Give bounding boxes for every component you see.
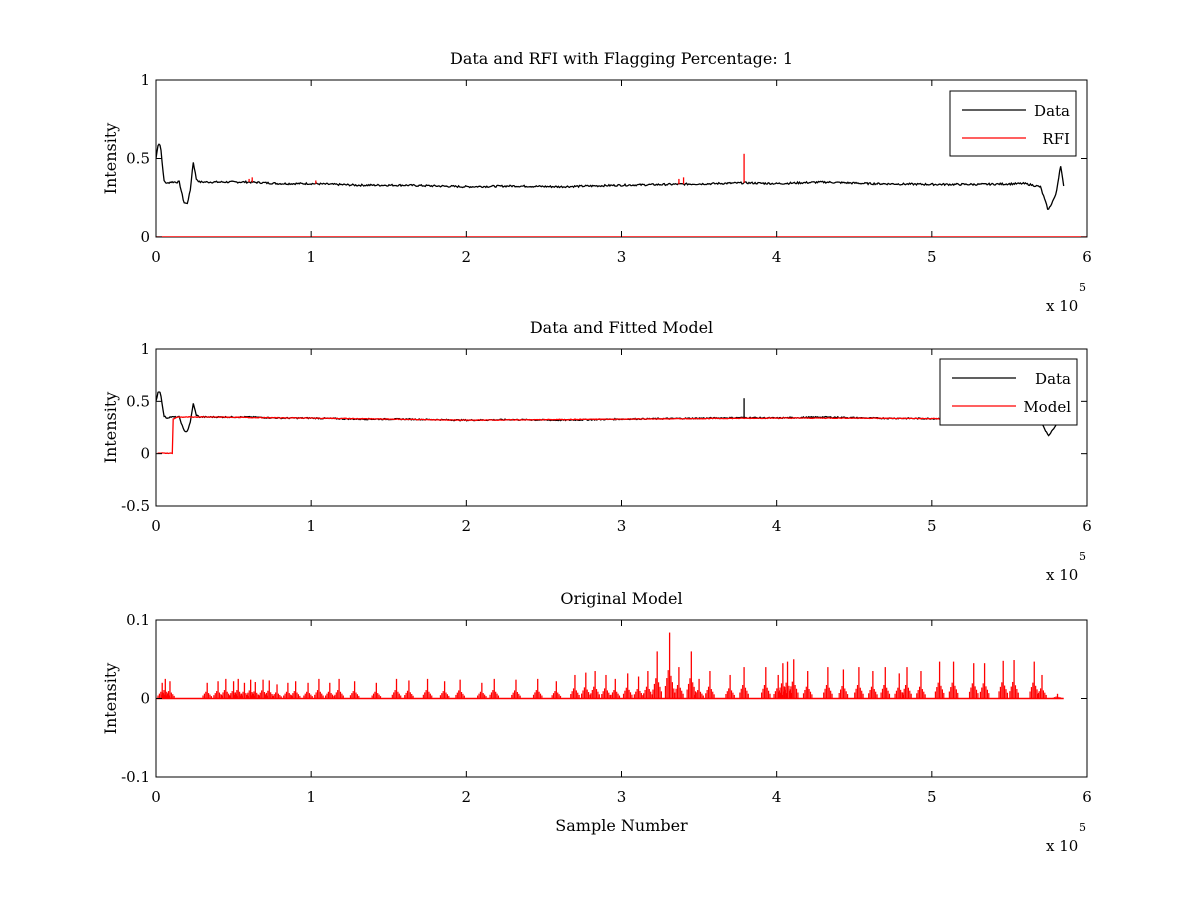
- x-tick-label: 5: [927, 248, 937, 266]
- y-axis-label: Intensity: [101, 392, 120, 464]
- x-tick-label: 3: [617, 248, 627, 266]
- x-tick-label: 5: [927, 788, 937, 806]
- x-tick-label: 0: [151, 788, 161, 806]
- x-tick-label: 4: [772, 248, 782, 266]
- x-multiplier-exponent: 5: [1079, 550, 1086, 563]
- y-axis-label: Intensity: [101, 123, 120, 195]
- data-series-line: [156, 143, 1065, 210]
- y-tick-label: 0.1: [126, 611, 150, 629]
- x-tick-label: 4: [772, 517, 782, 535]
- y-tick-label: 1: [140, 340, 150, 358]
- x-multiplier-label: x 10: [1046, 297, 1078, 315]
- x-multiplier-exponent: 5: [1079, 821, 1086, 834]
- x-tick-label: 4: [772, 788, 782, 806]
- y-tick-label: 1: [140, 71, 150, 89]
- x-tick-label: 1: [306, 517, 316, 535]
- y-tick-label: 0.5: [126, 150, 150, 168]
- y-tick-label: 0: [140, 690, 150, 708]
- legend-box: [949, 90, 1077, 157]
- legend: Data Model: [939, 358, 1078, 426]
- model-series-line: [157, 416, 1041, 455]
- plot-area: [155, 79, 1088, 238]
- x-tick-label: 3: [617, 517, 627, 535]
- series-layer: [156, 391, 1065, 455]
- y-tick-label: 0: [140, 228, 150, 246]
- x-tick-label: 6: [1082, 248, 1092, 266]
- x-multiplier-label: x 10: [1046, 837, 1078, 855]
- legend-label: Model: [1023, 398, 1071, 416]
- y-tick-label: 0: [140, 445, 150, 463]
- legend-label: Data: [1034, 102, 1070, 120]
- x-multiplier-exponent: 5: [1079, 281, 1086, 294]
- x-axis-label: Sample Number: [555, 816, 688, 835]
- y-tick-label: -0.5: [121, 497, 150, 515]
- x-multiplier-label: x 10: [1046, 566, 1078, 584]
- series-layer: [156, 143, 1087, 237]
- x-tick-label: 6: [1082, 788, 1092, 806]
- x-tick-label: 1: [306, 788, 316, 806]
- chart-title: Data and Fitted Model: [530, 318, 713, 337]
- legend: Data RFI: [949, 90, 1077, 157]
- x-tick-label: 6: [1082, 517, 1092, 535]
- legend-box: [939, 358, 1078, 426]
- legend-label: RFI: [1042, 130, 1070, 148]
- legend-label: Data: [1035, 370, 1071, 388]
- x-tick-label: 1: [306, 248, 316, 266]
- y-tick-label: -0.1: [121, 768, 150, 786]
- x-tick-label: 5: [927, 517, 937, 535]
- x-tick-label: 2: [462, 517, 472, 535]
- x-tick-label: 0: [151, 517, 161, 535]
- series-layer: [156, 632, 1064, 700]
- x-tick-label: 2: [462, 248, 472, 266]
- plot-area: [155, 348, 1088, 507]
- chart-title: Original Model: [560, 589, 682, 608]
- chart-title: Data and RFI with Flagging Percentage: 1: [450, 49, 793, 68]
- x-tick-label: 3: [617, 788, 627, 806]
- x-tick-label: 0: [151, 248, 161, 266]
- y-tick-label: 0.5: [126, 392, 150, 410]
- x-tick-label: 2: [462, 788, 472, 806]
- y-axis-label: Intensity: [101, 663, 120, 735]
